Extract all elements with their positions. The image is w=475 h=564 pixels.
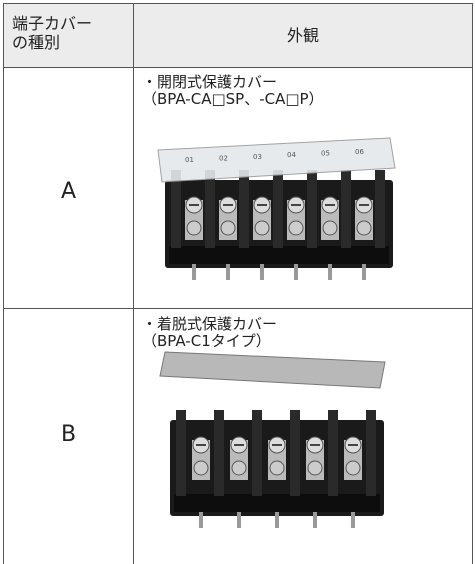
screw	[345, 460, 361, 476]
header-row: 端子カバーの種別 外観	[4, 4, 472, 68]
barrier	[214, 410, 224, 496]
pin	[192, 264, 196, 280]
description-line: （BPA-CA□SP、-CA□P）	[142, 90, 324, 108]
cover-label: 04	[287, 151, 296, 159]
type-label: A	[60, 179, 77, 204]
screw	[193, 460, 209, 476]
pin	[313, 512, 317, 528]
barrier	[252, 410, 262, 496]
cover-label: 02	[219, 154, 228, 162]
screw	[356, 220, 372, 236]
description: ・開閉式保護カバー （BPA-CA□SP、-CA□P）	[142, 74, 324, 108]
description-line: ・開閉式保護カバー	[142, 73, 278, 91]
row-divider	[4, 308, 472, 309]
pin	[237, 512, 241, 528]
barrier	[375, 170, 385, 248]
barrier	[366, 410, 376, 496]
header-cell: 外観	[286, 26, 319, 45]
column-divider	[4, 4, 134, 564]
header-cell: 端子カバーの種別	[12, 14, 93, 52]
barrier	[239, 170, 249, 248]
pin	[260, 264, 264, 280]
pin	[328, 264, 332, 280]
cover	[159, 351, 386, 389]
screw	[186, 220, 202, 236]
page: 端子カバーの種別 外観 A ・開閉式保護カバー （BPA-CA□SP、-CA□P…	[3, 3, 473, 564]
barrier	[307, 170, 317, 248]
description-line: ・着脱式保護カバー	[142, 315, 278, 333]
block-base	[169, 246, 389, 264]
block-base	[174, 494, 380, 512]
cover-label: 05	[321, 150, 330, 158]
pin	[351, 512, 355, 528]
cover-label: 06	[355, 148, 364, 156]
pin	[226, 264, 230, 280]
table: 端子カバーの種別 外観 A ・開閉式保護カバー （BPA-CA□SP、-CA□P…	[3, 3, 473, 564]
barrier	[290, 410, 300, 496]
cover	[157, 137, 396, 183]
screw	[231, 460, 247, 476]
barrier	[176, 410, 186, 496]
screw	[288, 220, 304, 236]
pin	[199, 512, 203, 528]
barrier	[341, 170, 351, 248]
barrier	[205, 170, 215, 248]
screw	[322, 220, 338, 236]
screw	[307, 460, 323, 476]
pin	[362, 264, 366, 280]
pin	[275, 512, 279, 528]
barrier	[273, 170, 283, 248]
product-images: 01 02 03 04 05 06	[157, 137, 396, 528]
screw	[269, 460, 285, 476]
description-line: （BPA-C1タイプ）	[142, 332, 271, 350]
screw	[254, 220, 270, 236]
pin	[294, 264, 298, 280]
barrier	[328, 410, 338, 496]
cover-label: 03	[253, 153, 262, 161]
cover-label: 01	[185, 156, 194, 164]
barrier	[171, 170, 181, 248]
type-label: B	[60, 422, 77, 447]
screw	[220, 220, 236, 236]
description: ・着脱式保護カバー （BPA-C1タイプ）	[142, 316, 277, 350]
